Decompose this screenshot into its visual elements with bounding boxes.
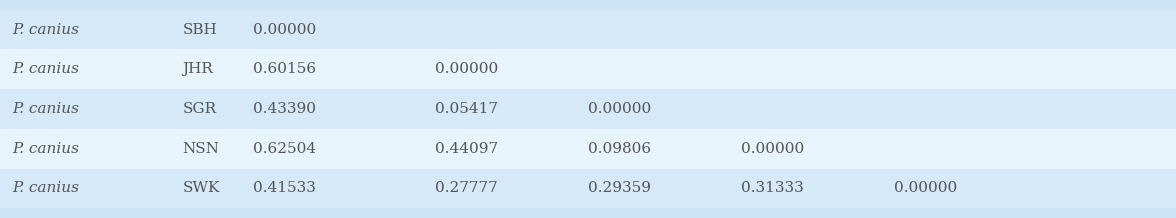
Text: P. canius: P. canius [12, 142, 79, 156]
Text: NSN: NSN [182, 142, 219, 156]
Text: 0.29359: 0.29359 [588, 181, 652, 195]
FancyBboxPatch shape [0, 49, 1176, 89]
Text: 0.60156: 0.60156 [253, 62, 316, 76]
FancyBboxPatch shape [0, 10, 1176, 49]
Text: SWK: SWK [182, 181, 220, 195]
Text: P. canius: P. canius [12, 181, 79, 195]
Text: JHR: JHR [182, 62, 213, 76]
Text: 0.09806: 0.09806 [588, 142, 652, 156]
FancyBboxPatch shape [0, 169, 1176, 208]
Text: 0.00000: 0.00000 [741, 142, 804, 156]
Text: 0.62504: 0.62504 [253, 142, 316, 156]
Text: 0.41533: 0.41533 [253, 181, 315, 195]
Text: 0.00000: 0.00000 [435, 62, 499, 76]
Text: 0.43390: 0.43390 [253, 102, 316, 116]
Text: 0.00000: 0.00000 [894, 181, 957, 195]
Text: 0.00000: 0.00000 [588, 102, 652, 116]
Text: P. canius: P. canius [12, 23, 79, 37]
Text: SBH: SBH [182, 23, 218, 37]
FancyBboxPatch shape [0, 89, 1176, 129]
Text: 0.44097: 0.44097 [435, 142, 499, 156]
Text: SGR: SGR [182, 102, 216, 116]
Text: 0.27777: 0.27777 [435, 181, 497, 195]
Text: 0.00000: 0.00000 [253, 23, 316, 37]
Text: 0.31333: 0.31333 [741, 181, 803, 195]
FancyBboxPatch shape [0, 129, 1176, 169]
Text: P. canius: P. canius [12, 62, 79, 76]
Text: 0.05417: 0.05417 [435, 102, 499, 116]
Text: P. canius: P. canius [12, 102, 79, 116]
